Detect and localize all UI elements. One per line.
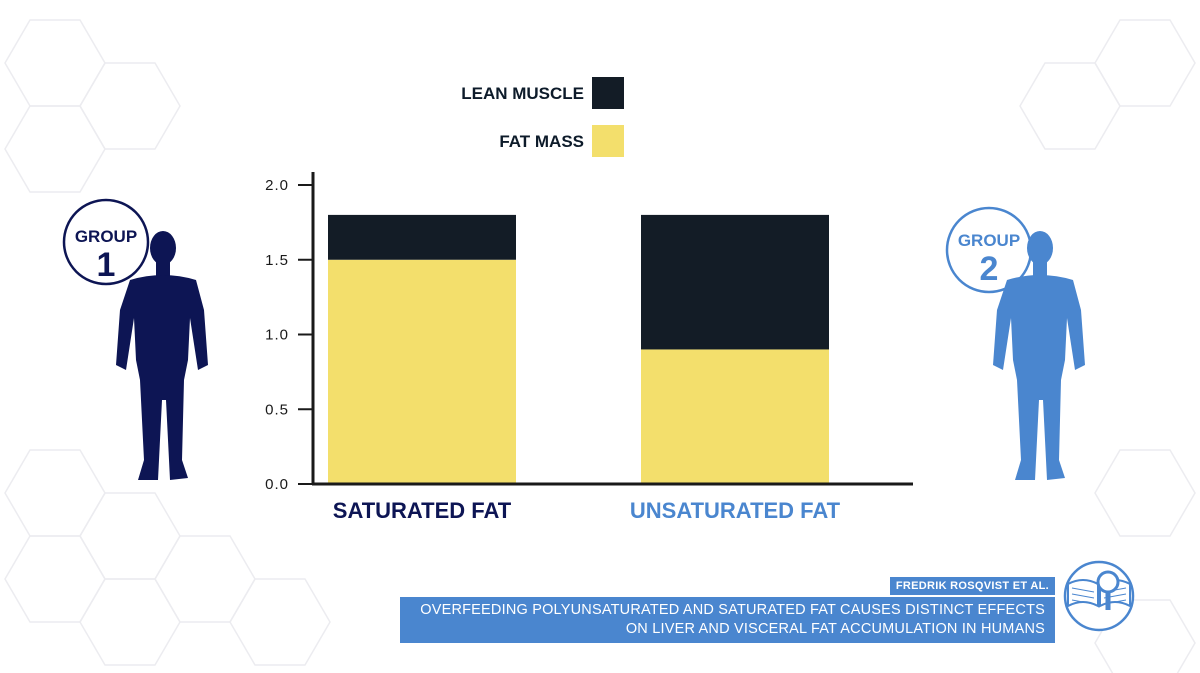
y-tick-label: 2.0: [265, 177, 289, 194]
bar-segment-lean-muscle-1: [328, 214, 516, 260]
group-2-figure: GROUP 2: [935, 200, 1105, 490]
person-silhouette: [993, 231, 1085, 480]
category-label-1: SATURATED FAT: [333, 498, 512, 523]
citation-title: OVERFEEDING POLYUNSATURATED AND SATURATE…: [400, 597, 1055, 643]
legend: LEAN MUSCLE FAT MASS: [461, 77, 624, 157]
category-labels: SATURATED FAT UNSATURATED FAT: [333, 498, 841, 523]
group-badge-circle: [62, 198, 150, 286]
bar-segment-lean-muscle-2: [641, 214, 829, 350]
book-magnifier-icon: [1063, 560, 1135, 632]
group-1-figure: GROUP 1: [58, 198, 228, 490]
citation-title-line-1: OVERFEEDING POLYUNSATURATED AND SATURATE…: [420, 602, 1045, 618]
group-1-label: GROUP: [75, 227, 137, 246]
bar-segment-fat-mass-1: [328, 259, 516, 484]
y-tick-label: 0.5: [265, 401, 289, 418]
person-silhouette-icon: GROUP 2: [945, 206, 1085, 480]
citation-title-line-2: ON LIVER AND VISCERAL FAT ACCUMULATION I…: [625, 621, 1045, 637]
person-silhouette: [116, 231, 208, 480]
legend-label-fat-mass: FAT MASS: [499, 132, 584, 151]
y-tick-label: 1.0: [265, 327, 289, 344]
y-tick-label: 1.5: [265, 252, 289, 269]
group-2-number: 2: [980, 250, 999, 288]
group-1-number: 1: [97, 246, 116, 284]
bar-segment-fat-mass-2: [641, 349, 829, 484]
group-2-label: GROUP: [958, 231, 1020, 250]
legend-label-lean-muscle: LEAN MUSCLE: [461, 84, 584, 103]
person-silhouette-icon: GROUP 1: [62, 198, 208, 480]
category-label-2: UNSATURATED FAT: [630, 498, 841, 523]
y-axis-ticks: 0.0 0.5 1.0 1.5 2.0: [265, 177, 313, 493]
legend-swatch-fat-mass: [592, 125, 624, 157]
bars: [328, 214, 829, 484]
legend-swatch-lean-muscle: [592, 77, 624, 109]
y-tick-label: 0.0: [265, 476, 289, 493]
citation-author: FREDRIK ROSQVIST ET AL.: [889, 577, 1055, 595]
